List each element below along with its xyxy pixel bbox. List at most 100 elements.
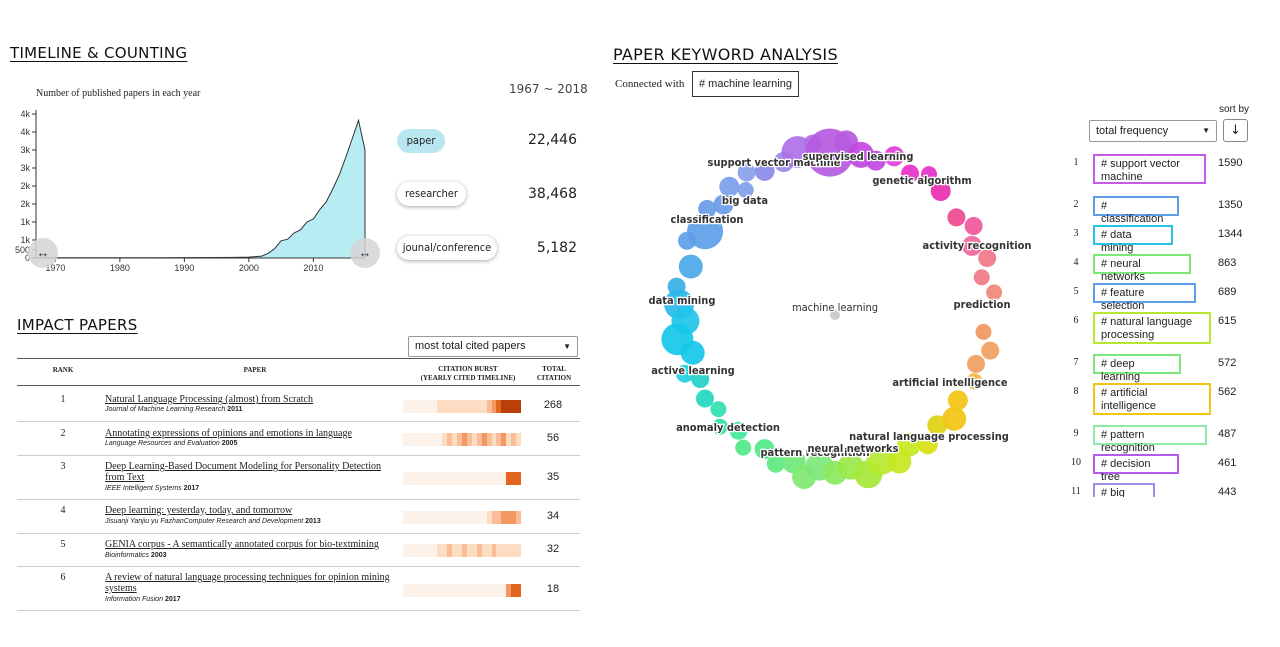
keyword-bubble[interactable] bbox=[930, 181, 951, 201]
keyword-bubble[interactable] bbox=[865, 150, 886, 171]
paper-title-link[interactable]: Annotating expressions of opinions and e… bbox=[105, 428, 352, 439]
keyword-bubble[interactable] bbox=[981, 341, 1000, 360]
paper-title-link[interactable]: GENIA corpus - A semantically annotated … bbox=[105, 539, 379, 550]
burst-cell bbox=[506, 584, 512, 597]
keyword-bubble[interactable] bbox=[678, 231, 696, 250]
ring-label[interactable]: classification bbox=[669, 212, 744, 228]
keyword-bubble[interactable] bbox=[710, 401, 727, 418]
burst-cell bbox=[516, 433, 522, 446]
keyword-bubble[interactable] bbox=[691, 370, 710, 388]
burst-cell bbox=[491, 511, 497, 524]
burst-cell bbox=[452, 400, 458, 413]
ring-label[interactable]: active learning bbox=[650, 363, 736, 379]
keyword-bubble[interactable] bbox=[687, 213, 724, 250]
keyword-bubble[interactable] bbox=[901, 164, 919, 183]
keyword-tag-button[interactable]: # support vector machine bbox=[1093, 154, 1206, 184]
chevron-down-icon: ▼ bbox=[563, 342, 571, 351]
burst-cell bbox=[486, 400, 492, 413]
burst-cell bbox=[403, 433, 409, 446]
keyword-bubble[interactable] bbox=[713, 194, 734, 215]
paper-title-link[interactable]: Deep Learning-Based Document Modeling fo… bbox=[105, 461, 382, 483]
ring-label[interactable]: big data bbox=[721, 193, 770, 209]
keyword-tag-button[interactable]: # deep learning bbox=[1093, 354, 1181, 383]
keyword-bubble[interactable] bbox=[986, 284, 1003, 301]
keyword-bubble[interactable] bbox=[962, 235, 982, 256]
keyword-tag-button[interactable]: # pattern recognition bbox=[1093, 425, 1207, 454]
y-tick-label: 0 bbox=[25, 253, 30, 263]
keyword-bubble[interactable] bbox=[729, 421, 748, 440]
keyword-bubble[interactable] bbox=[917, 434, 938, 455]
keyword-bubble[interactable] bbox=[719, 176, 740, 197]
keyword-tag-button[interactable]: # natural language processing bbox=[1093, 312, 1211, 344]
keyword-bubble[interactable] bbox=[680, 340, 705, 365]
keyword-bubble[interactable] bbox=[678, 254, 703, 279]
ring-label[interactable]: supervised learning bbox=[801, 149, 914, 165]
burst-cell bbox=[457, 544, 463, 557]
timeline-area bbox=[35, 118, 366, 259]
ring-label[interactable]: pattern recognition bbox=[759, 445, 871, 461]
keyword-bubble[interactable] bbox=[942, 406, 967, 431]
burst-cell bbox=[442, 433, 448, 446]
impact-sort-select[interactable]: most total cited papers ▼ bbox=[408, 336, 578, 357]
ring-label[interactable]: artificial intelligence bbox=[891, 375, 1009, 391]
keyword-bubble[interactable] bbox=[696, 389, 714, 408]
ring-label[interactable]: activity recognition bbox=[921, 238, 1032, 254]
keyword-bubble[interactable] bbox=[884, 146, 905, 167]
keyword-bubble[interactable] bbox=[735, 439, 752, 456]
keyword-bubble[interactable] bbox=[967, 354, 985, 373]
ring-label[interactable]: prediction bbox=[952, 297, 1012, 313]
keyword-bubble[interactable] bbox=[966, 373, 983, 390]
keyword-bubble[interactable] bbox=[711, 418, 728, 435]
burst-cell bbox=[403, 472, 409, 485]
sort-direction-button[interactable]: ↓ bbox=[1223, 119, 1248, 142]
keyword-bubble[interactable] bbox=[675, 364, 694, 383]
paper-title-link[interactable]: A review of natural language processing … bbox=[105, 572, 390, 594]
ring-label[interactable]: data mining bbox=[647, 293, 716, 309]
keyword-tag-button[interactable]: # big data bbox=[1093, 483, 1155, 497]
keyword-tag-button[interactable]: # data mining bbox=[1093, 225, 1173, 254]
keyword-tag-button[interactable]: # classification bbox=[1093, 196, 1179, 225]
row-divider bbox=[17, 566, 580, 567]
burst-cell bbox=[476, 400, 482, 413]
ring-label[interactable]: anomaly detection bbox=[675, 420, 781, 436]
keyword-bubble[interactable] bbox=[737, 182, 754, 198]
paper-title-link[interactable]: Deep learning: yesterday, today, and tom… bbox=[105, 505, 293, 516]
burst-cell bbox=[412, 472, 419, 485]
timeline-slider-left[interactable]: ↔ bbox=[28, 238, 58, 268]
burst-cell bbox=[422, 511, 428, 524]
stat-pill-paper[interactable]: paper bbox=[397, 129, 445, 153]
keyword-sort-select[interactable]: total frequency ▼ bbox=[1089, 120, 1217, 142]
burst-cell bbox=[501, 472, 507, 485]
burst-cell bbox=[501, 544, 507, 557]
keyword-bubble[interactable] bbox=[737, 163, 756, 182]
keyword-bubble[interactable] bbox=[754, 439, 775, 460]
paper-title-link[interactable]: Natural Language Processing (almost) fro… bbox=[105, 394, 313, 405]
keyword-bubble[interactable] bbox=[947, 390, 968, 411]
keyword-bubble[interactable] bbox=[921, 166, 937, 183]
burst-cell bbox=[427, 472, 433, 485]
paper-venue: IEEE Intelligent Systems 2017 bbox=[105, 485, 200, 492]
stat-pill-journal-conference[interactable]: jounal/conference bbox=[397, 236, 497, 260]
keyword-tag-button[interactable]: # artificial intelligence bbox=[1093, 383, 1211, 415]
keyword-bubble[interactable] bbox=[975, 323, 992, 340]
keyword-bubble[interactable] bbox=[978, 249, 997, 268]
keyword-tag-button[interactable]: # decision tree bbox=[1093, 454, 1179, 483]
ring-label[interactable]: natural language processing bbox=[848, 429, 1010, 445]
stat-pill-researcher[interactable]: researcher bbox=[397, 182, 466, 206]
keyword-bubble[interactable] bbox=[964, 217, 983, 235]
burst-cell bbox=[466, 584, 473, 597]
keyword-tag-button[interactable]: # feature selection bbox=[1093, 283, 1196, 312]
keyword-bubble[interactable] bbox=[973, 269, 990, 286]
timeline-slider-right[interactable]: ↔ bbox=[350, 238, 380, 268]
keyword-tag-button[interactable]: # neural networks bbox=[1093, 254, 1191, 283]
ring-label[interactable]: support vector machine bbox=[706, 155, 842, 171]
keyword-bubble[interactable] bbox=[897, 432, 921, 457]
burst-cell bbox=[466, 511, 473, 524]
keyword-bubble[interactable] bbox=[754, 160, 775, 181]
ring-label[interactable]: neural networks bbox=[806, 441, 900, 457]
keyword-bubble[interactable] bbox=[766, 454, 785, 473]
keyword-bubble[interactable] bbox=[698, 199, 717, 218]
connected-keyword-tag[interactable]: # machine learning bbox=[692, 71, 799, 97]
ring-label[interactable]: genetic algorithm bbox=[871, 173, 973, 189]
keyword-bubble[interactable] bbox=[947, 208, 966, 227]
